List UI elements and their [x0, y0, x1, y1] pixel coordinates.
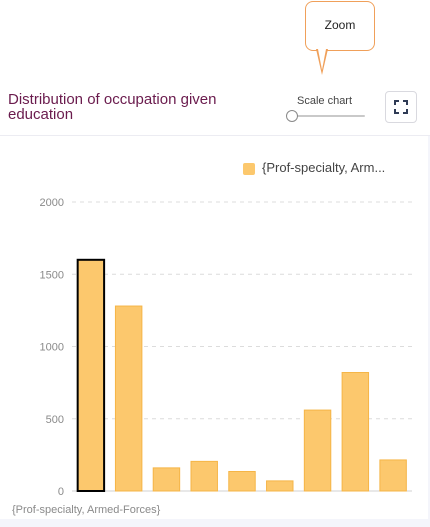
chart-header: Distribution of occupation given educati…	[0, 80, 430, 136]
y-tick-label: 1000	[40, 342, 64, 354]
bar[interactable]	[228, 470, 256, 492]
bar[interactable]	[152, 467, 181, 492]
panel-footer	[0, 519, 430, 527]
bar[interactable]	[341, 372, 370, 492]
expand-icon	[394, 100, 408, 114]
x-tick-label: {Prof-specialty, Armed-Forces}	[12, 504, 161, 516]
y-tick-label: 2000	[40, 197, 64, 209]
bar[interactable]	[76, 258, 106, 492]
tooltip-pointer-fill	[318, 49, 326, 70]
y-tick-label: 500	[46, 414, 64, 426]
bar[interactable]	[114, 305, 143, 492]
expand-button[interactable]	[385, 91, 417, 123]
chart-title: Distribution of occupation given educati…	[8, 91, 217, 123]
legend-label[interactable]: {Prof-specialty, Arm...	[262, 160, 386, 175]
panel-edge	[428, 136, 430, 527]
scale-slider-handle[interactable]	[286, 110, 298, 122]
scale-chart-label: Scale chart	[297, 95, 353, 107]
zoom-tooltip: Zoom	[305, 1, 375, 51]
tooltip-label: Zoom	[324, 18, 356, 32]
bar[interactable]	[303, 409, 332, 492]
y-tick-label: 0	[58, 486, 64, 498]
scale-slider-track[interactable]	[290, 115, 365, 117]
bar[interactable]	[266, 480, 294, 492]
bar-chart: 0 500 1000 1500 2000 {Prof-specialty, Armed-F…	[12, 197, 412, 516]
legend-swatch[interactable]	[243, 163, 255, 175]
bar[interactable]	[190, 460, 218, 492]
y-tick-label: 1500	[40, 269, 64, 281]
bar[interactable]	[379, 459, 407, 492]
